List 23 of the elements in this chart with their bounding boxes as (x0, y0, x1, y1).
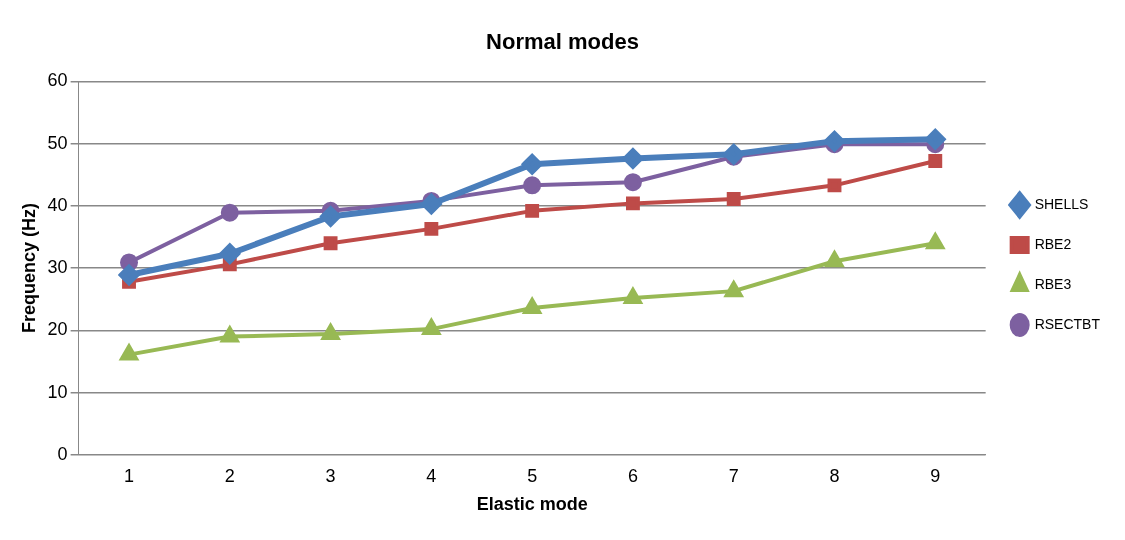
x-tick-label: 2 (224, 465, 235, 486)
x-tick-label: 3 (325, 465, 336, 486)
x-tick-label: 7 (728, 465, 739, 486)
y-tick-label: 60 (47, 70, 68, 91)
legend-label: RSECTBT (1034, 315, 1101, 332)
chart-title: Normal modes (486, 29, 639, 55)
y-tick-label: 40 (47, 194, 68, 215)
legend-label: RBE2 (1034, 235, 1072, 252)
legend-label: RBE3 (1034, 275, 1072, 292)
y-tick-label: 0 (57, 443, 68, 464)
x-tick-label: 9 (930, 465, 941, 486)
y-axis-title: Frequency (Hz) (18, 203, 39, 334)
x-tick-label: 6 (627, 465, 638, 486)
x-tick-label: 4 (426, 465, 437, 486)
y-tick-label: 20 (47, 319, 68, 340)
x-tick-label: 8 (829, 465, 840, 486)
x-tick-label: 1 (124, 465, 135, 486)
y-tick-label: 50 (47, 132, 68, 153)
x-tick-label: 5 (527, 465, 538, 486)
y-tick-label: 10 (47, 381, 68, 402)
y-tick-label: 30 (47, 257, 68, 278)
legend-label: SHELLS (1034, 195, 1089, 212)
x-axis-title: Elastic mode (476, 494, 588, 515)
